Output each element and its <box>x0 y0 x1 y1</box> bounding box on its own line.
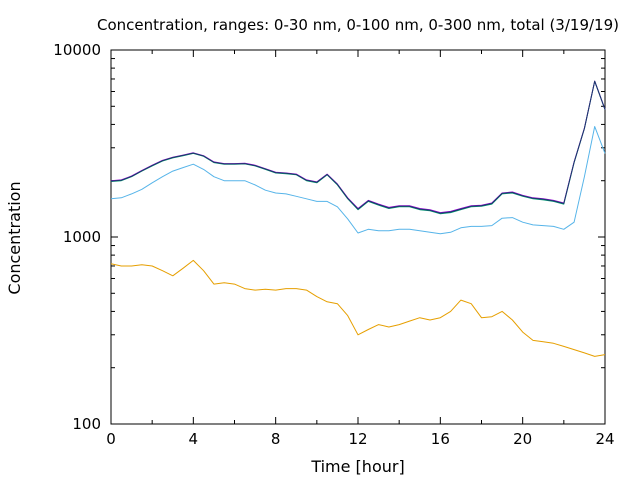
y-tick-label: 100 <box>72 415 101 433</box>
y-tick-label: 10000 <box>53 41 101 59</box>
x-tick-labels: 0 4 8 12 16 20 24 <box>106 430 614 448</box>
x-tick-label: 0 <box>106 430 116 448</box>
series-lines <box>110 80 606 357</box>
plot-frame <box>110 49 606 425</box>
series-line-1 <box>110 259 606 357</box>
x-axis-label: Time [hour] <box>310 457 404 476</box>
x-tick-label: 16 <box>431 430 450 448</box>
tick-marks <box>110 49 606 425</box>
x-tick-label: 24 <box>595 430 614 448</box>
x-tick-label: 8 <box>271 430 281 448</box>
x-tick-label: 20 <box>513 430 532 448</box>
series-line-2 <box>110 126 606 235</box>
x-tick-label: 4 <box>189 430 199 448</box>
y-tick-labels: 100 1000 10000 <box>53 41 101 433</box>
y-axis-label: Concentration <box>5 181 24 294</box>
chart-title: Concentration, ranges: 0-30 nm, 0-100 nm… <box>97 16 619 34</box>
series-line-3 <box>110 80 606 215</box>
y-tick-label: 1000 <box>63 228 101 246</box>
x-tick-label: 12 <box>348 430 367 448</box>
series-line-4 <box>110 80 606 214</box>
series-line-5 <box>110 80 606 214</box>
